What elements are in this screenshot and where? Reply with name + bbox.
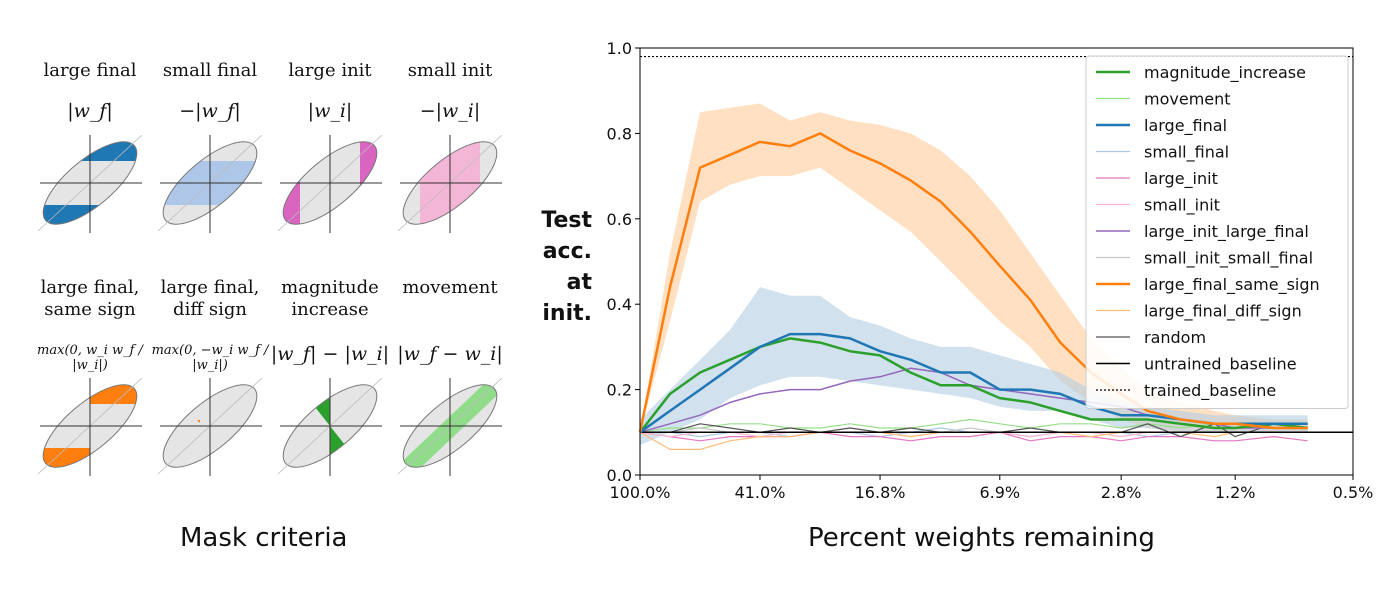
criterion-diagram (397, 134, 503, 235)
y-tick-label: 0.2 (607, 381, 632, 400)
legend-label: untrained_baseline (1144, 355, 1297, 375)
mask-region (197, 420, 200, 423)
criterion-title: large final, same sign (40, 277, 140, 320)
criterion-diagram-holder (270, 377, 390, 482)
x-tick-label: 16.8% (855, 483, 906, 502)
criterion-diagram-holder (30, 134, 150, 239)
criterion-title: large final, diff sign (160, 277, 260, 320)
series-line-movement (639, 418, 1308, 433)
criteria-caption: Mask criteria (180, 523, 348, 553)
criterion-title: small final (162, 60, 258, 81)
criterion-formula: −|w_f| (179, 100, 241, 122)
x-tick-label: 6.9% (979, 483, 1020, 502)
criterion-formula: −|w_i| (419, 100, 481, 122)
criterion-diagram-holder (270, 134, 390, 239)
criterion-title: large init (288, 60, 372, 81)
legend-label: trained_baseline (1144, 381, 1276, 401)
y-axis-label-word: Test (541, 208, 592, 233)
y-tick-label: 0.4 (607, 295, 632, 314)
x-axis-label: Percent weights remaining (808, 523, 1155, 553)
x-tick-label: 0.5% (1333, 483, 1374, 502)
y-axis-label-word: acc. (542, 239, 592, 264)
criterion-diagram-holder (390, 377, 510, 482)
criterion-formula: |w_f| (67, 100, 113, 122)
y-axis-label-word: init. (542, 301, 592, 326)
criterion-diagram-holder (150, 377, 270, 482)
legend-label: magnitude_increase (1144, 63, 1306, 83)
legend-label: large_final_diff_sign (1144, 302, 1302, 322)
series-line-large_final_same_sign (638, 132, 1308, 433)
criterion-diagram (157, 377, 263, 476)
legend-label: large_final_same_sign (1144, 275, 1320, 295)
criterion-title: movement (402, 277, 498, 298)
x-tick-label: 2.8% (1101, 483, 1142, 502)
criterion-diagram (277, 377, 383, 476)
legend-label: small_final (1144, 143, 1229, 163)
criterion-formula: max(0, w_i w_f / |w_i|) (37, 343, 143, 373)
y-axis-label: Test acc. at init. (540, 205, 592, 329)
criterion-title: magnitude increase (281, 277, 379, 320)
legend-label: large_final (1144, 116, 1227, 136)
series-line-magnitude_increase (639, 337, 1308, 434)
y-tick-label: 0.8 (607, 124, 632, 143)
x-tick-label: 100.0% (609, 483, 670, 502)
criterion-diagram (390, 377, 510, 476)
mask-criteria-panel: large final |w_f| small final −|w_f| large i… (0, 0, 540, 600)
series-line-large_final_diff_sign (639, 431, 1308, 450)
criterion-formula: |w_i| (307, 100, 353, 122)
y-tick-label: 0.6 (607, 210, 632, 229)
criterion-diagram-holder (150, 134, 270, 239)
plot-frame (639, 47, 1354, 476)
y-axis-label-word: at (566, 270, 592, 295)
legend-label: small_init (1144, 196, 1220, 216)
y-tick-label: 1.0 (607, 39, 632, 58)
legend-label: large_init_large_final (1144, 222, 1309, 242)
x-tick-label: 1.2% (1215, 483, 1256, 502)
criterion-diagram-holder (390, 134, 510, 239)
legend-box (1085, 55, 1349, 409)
criterion-title: small init (407, 60, 493, 81)
criterion-diagram (270, 134, 390, 235)
criterion-formula: |w_f − w_i| (397, 343, 503, 365)
criterion-title: large final (43, 60, 137, 81)
criterion-formula: max(0, −w_i w_f / |w_i|) (151, 343, 269, 373)
legend-label: small_init_small_final (1144, 249, 1313, 269)
criterion-formula: |w_f| − |w_i| (270, 343, 390, 365)
legend-label: large_init (1144, 169, 1218, 189)
accuracy-chart: 0.0 0.2 0.4 0.6 0.8 1.0 100.0% 41.0% 16.8% 6.9% 2.… (607, 39, 1374, 502)
y-tick-label: 0.0 (607, 466, 632, 485)
legend-label: movement (1144, 90, 1231, 109)
legend-label: random (1144, 328, 1206, 347)
criterion-diagram (150, 134, 270, 233)
criterion-diagram (30, 134, 150, 235)
criterion-diagram (30, 377, 150, 478)
chart-panel: Test acc. at init. 0.0 0.2 0.4 0.6 0.8 1.0 100.0%… (540, 0, 1400, 600)
series-line-large_init (639, 431, 1308, 442)
criterion-diagram-holder (30, 377, 150, 482)
confidence-band-large_final_same_sign (640, 103, 1308, 433)
x-tick-label: 41.0% (735, 483, 786, 502)
